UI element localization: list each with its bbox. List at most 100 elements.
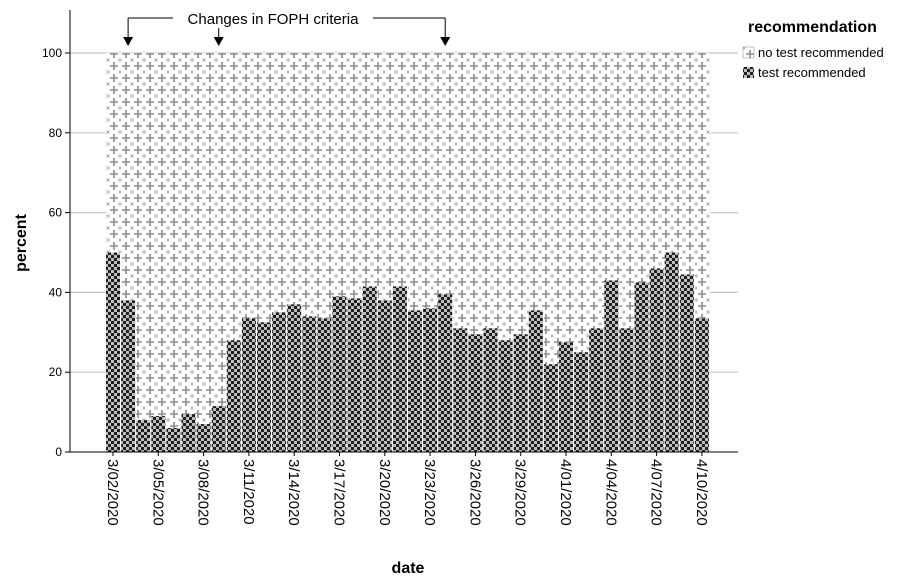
bar-no-test-recommended	[287, 53, 303, 305]
bar-test-recommended	[528, 310, 543, 452]
bar-test-recommended	[151, 416, 166, 452]
bar-no-test-recommended	[121, 53, 137, 301]
legend-swatch-test	[743, 67, 754, 78]
bar-no-test-recommended	[453, 53, 469, 329]
x-axis-ticks: 3/02/2020 3/05/2020 3/08/2020 3/11/2020 3/14…	[104, 452, 710, 526]
bar-test-recommended	[392, 286, 407, 452]
bar-no-test-recommended	[166, 53, 182, 429]
x-tick-label: 4/07/2020	[648, 459, 665, 526]
bar-no-test-recommended	[181, 53, 197, 415]
bar-test-recommended	[226, 340, 241, 452]
annotation-arrowhead	[440, 37, 451, 46]
x-tick-label: 3/08/2020	[195, 459, 212, 526]
y-tick-label: 0	[55, 445, 62, 459]
bar-no-test-recommended	[392, 53, 409, 287]
bar-test-recommended	[589, 328, 604, 452]
bar-no-test-recommended	[272, 53, 288, 313]
x-axis-title: date	[392, 560, 425, 577]
y-tick-label: 100	[42, 46, 62, 60]
bar-no-test-recommended	[302, 53, 318, 317]
bar-test-recommended	[498, 340, 513, 452]
annotation-arrowhead	[213, 37, 224, 46]
bar-no-test-recommended	[468, 53, 484, 335]
bar-test-recommended	[604, 280, 619, 452]
bar-no-test-recommended	[483, 53, 499, 329]
y-tick-label: 20	[49, 365, 63, 379]
bar-no-test-recommended	[377, 53, 393, 301]
bar-no-test-recommended	[347, 53, 363, 299]
x-tick-label: 3/05/2020	[149, 459, 166, 526]
bar-test-recommended	[287, 304, 302, 452]
bar-test-recommended	[664, 252, 679, 452]
bar-test-recommended	[106, 252, 120, 452]
bar-test-recommended	[136, 420, 151, 452]
bar-no-test-recommended	[106, 53, 122, 253]
bar-test-recommended	[619, 328, 634, 452]
x-tick-label: 3/20/2020	[376, 459, 393, 526]
y-axis-title: percent	[13, 213, 30, 271]
bar-test-recommended	[272, 312, 287, 452]
bar-test-recommended	[483, 328, 498, 452]
bar-no-test-recommended	[211, 53, 227, 407]
y-tick-label: 80	[49, 126, 63, 140]
x-tick-label: 3/17/2020	[331, 459, 348, 526]
bar-no-test-recommended	[151, 53, 167, 417]
y-axis-ticks: 0 20 40 60 80 100	[42, 46, 70, 459]
legend-label-test: test recommended	[758, 65, 866, 80]
bars	[106, 53, 711, 452]
annotation-label: Changes in FOPH criteria	[188, 11, 360, 28]
bar-no-test-recommended	[528, 53, 544, 311]
bar-test-recommended	[408, 310, 422, 452]
bar-no-test-recommended	[634, 53, 650, 283]
bar-no-test-recommended	[196, 53, 212, 425]
y-tick-label: 60	[49, 206, 63, 220]
bar-test-recommended	[347, 298, 362, 452]
bar-no-test-recommended	[136, 53, 152, 421]
bar-test-recommended	[377, 300, 392, 452]
bar-no-test-recommended	[679, 53, 695, 275]
bar-no-test-recommended	[694, 53, 711, 319]
x-tick-label: 3/29/2020	[512, 459, 529, 526]
axes	[69, 10, 738, 453]
bar-test-recommended	[332, 296, 347, 452]
annotation: Changes in FOPH criteria	[123, 10, 451, 46]
bar-no-test-recommended	[498, 53, 514, 341]
legend-swatch-no-test	[742, 46, 755, 59]
bar-test-recommended	[257, 322, 271, 452]
bar-test-recommended	[694, 318, 709, 452]
bar-test-recommended	[513, 334, 528, 452]
bar-no-test-recommended	[317, 53, 333, 319]
bar-no-test-recommended	[226, 53, 242, 341]
x-tick-label: 3/02/2020	[104, 459, 121, 526]
x-tick-label: 3/26/2020	[466, 459, 483, 526]
bar-test-recommended	[121, 300, 136, 452]
bar-no-test-recommended	[619, 53, 635, 329]
bar-test-recommended	[649, 268, 664, 452]
bar-no-test-recommended	[513, 53, 529, 335]
bar-no-test-recommended	[574, 53, 590, 353]
x-tick-label: 4/04/2020	[602, 459, 619, 526]
bar-no-test-recommended	[543, 53, 560, 365]
bar-test-recommended	[453, 328, 468, 452]
x-tick-label: 3/14/2020	[285, 459, 302, 526]
bar-test-recommended	[166, 428, 181, 452]
bar-test-recommended	[196, 424, 211, 452]
bar-no-test-recommended	[241, 53, 258, 319]
bar-test-recommended	[317, 318, 332, 452]
y-tick-label: 40	[49, 285, 63, 299]
x-tick-label: 4/10/2020	[693, 459, 710, 526]
bar-no-test-recommended	[649, 53, 665, 269]
bar-test-recommended	[302, 316, 317, 452]
bar-no-test-recommended	[589, 53, 605, 329]
bar-no-test-recommended	[362, 53, 378, 287]
x-tick-label: 4/01/2020	[557, 459, 574, 526]
bar-test-recommended	[543, 364, 558, 452]
bar-no-test-recommended	[664, 53, 680, 253]
x-tick-label: 3/23/2020	[421, 459, 438, 526]
legend-label-no-test: no test recommended	[758, 45, 884, 60]
bar-test-recommended	[559, 342, 573, 452]
bar-test-recommended	[468, 334, 483, 452]
bar-test-recommended	[181, 414, 196, 452]
bar-test-recommended	[211, 406, 226, 452]
bar-no-test-recommended	[559, 53, 575, 343]
